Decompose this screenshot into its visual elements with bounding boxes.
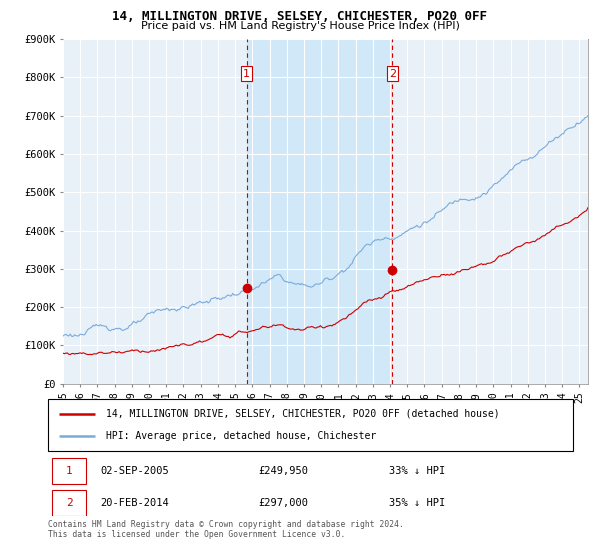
- Text: £297,000: £297,000: [258, 498, 308, 508]
- Text: 02-SEP-2005: 02-SEP-2005: [101, 466, 169, 477]
- Text: 33% ↓ HPI: 33% ↓ HPI: [389, 466, 445, 477]
- Text: 1: 1: [66, 466, 73, 477]
- Text: 1: 1: [243, 69, 250, 78]
- Text: 2: 2: [389, 69, 396, 78]
- Text: Price paid vs. HM Land Registry's House Price Index (HPI): Price paid vs. HM Land Registry's House …: [140, 21, 460, 31]
- Text: 35% ↓ HPI: 35% ↓ HPI: [389, 498, 445, 508]
- Bar: [52, 459, 86, 484]
- Text: HPI: Average price, detached house, Chichester: HPI: Average price, detached house, Chic…: [106, 431, 376, 441]
- Text: Contains HM Land Registry data © Crown copyright and database right 2024.
This d: Contains HM Land Registry data © Crown c…: [48, 520, 404, 539]
- Bar: [52, 490, 86, 516]
- Text: 2: 2: [66, 498, 73, 508]
- Text: £249,950: £249,950: [258, 466, 308, 477]
- Text: 20-FEB-2014: 20-FEB-2014: [101, 498, 169, 508]
- Bar: [247, 39, 392, 384]
- Text: 14, MILLINGTON DRIVE, SELSEY, CHICHESTER, PO20 0FF (detached house): 14, MILLINGTON DRIVE, SELSEY, CHICHESTER…: [106, 409, 499, 419]
- Text: 14, MILLINGTON DRIVE, SELSEY, CHICHESTER, PO20 0FF: 14, MILLINGTON DRIVE, SELSEY, CHICHESTER…: [113, 10, 487, 23]
